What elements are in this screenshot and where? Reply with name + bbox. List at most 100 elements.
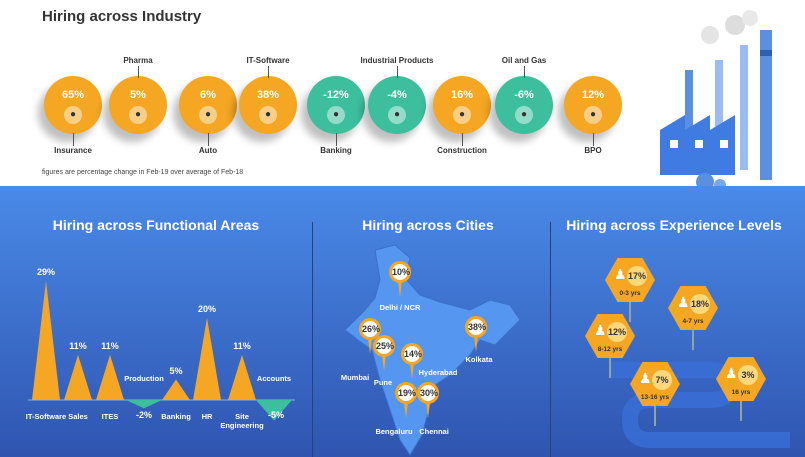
industry-item: 65% ● [32, 62, 114, 144]
bar-site-engineering [228, 354, 256, 400]
functional-chart [28, 281, 295, 421]
factory-illustration [660, 10, 772, 186]
experience-level: 16 yrs [731, 389, 751, 396]
industry-item: 5% ● [109, 76, 167, 134]
label-connector [208, 133, 209, 146]
person-icon: ♟ [614, 266, 627, 282]
hex-pole [629, 302, 631, 322]
industry-value: 5% [130, 89, 146, 101]
industry-item: -4% ● [368, 76, 426, 134]
industry-item: -12% ● [295, 62, 377, 144]
industry-item: -6% ● [495, 76, 553, 134]
label-connector [462, 133, 463, 146]
bar-value-label: 11% [101, 340, 119, 351]
bar-hr [193, 318, 221, 400]
umbrella-family-icon: ● [64, 106, 82, 124]
city-name: Hyderabad [418, 368, 458, 377]
bar-accounts [256, 400, 292, 421]
industry-value: 65% [61, 89, 85, 101]
city-pin[interactable]: 25% [373, 335, 395, 371]
industry-label: Pharma [123, 56, 153, 65]
label-connector [268, 66, 269, 78]
label-connector [73, 133, 74, 146]
bar-category-label: Sales [68, 412, 88, 421]
decorative-arc [421, 62, 503, 144]
city-name: Pune [373, 378, 393, 387]
bar-category-label: Production [124, 374, 164, 383]
bar-category-label: Accounts [256, 374, 292, 383]
bar-banking [162, 379, 190, 400]
city-pin[interactable]: 26% [359, 318, 381, 354]
industry-label: Auto [198, 146, 218, 155]
industry-label: Banking [320, 146, 352, 155]
bar-category-label: ITES [101, 412, 119, 421]
bar-value-label: 20% [197, 304, 217, 314]
computer-icon: ● [259, 106, 277, 124]
industry-label: IT-Software [246, 56, 290, 65]
bar-value-label: -2% [135, 410, 153, 420]
experience-value: 17% [627, 266, 647, 286]
industry-value: 38% [256, 89, 280, 101]
divider [312, 222, 313, 457]
industry-label: Industrial Products [360, 56, 434, 65]
money-bag-icon: ● [327, 106, 345, 124]
bar-category-label: Site Engineering [220, 412, 264, 430]
experience-value: 7% [652, 370, 672, 390]
hex-pole [692, 330, 694, 350]
industry-label: Oil and Gas [501, 56, 547, 65]
person-icon: ♟ [725, 365, 738, 381]
city-pin[interactable]: 14% [401, 343, 423, 379]
label-connector [593, 133, 594, 146]
city-pin[interactable]: 30% [417, 382, 439, 418]
industry-item: 12% ● [552, 62, 634, 144]
city-pin[interactable]: 10% [389, 261, 411, 297]
bar-it-software [32, 281, 60, 400]
label-connector [524, 66, 525, 78]
india-map [344, 244, 521, 456]
city-name: Delhi / NCR [379, 303, 421, 312]
bar-value-label: 29% [36, 267, 56, 278]
hex-pole [609, 358, 611, 378]
bar-category-label: IT-Software [25, 412, 67, 421]
industry-note: figures are percentage change in Feb-19 … [42, 169, 244, 176]
decorative-arc [295, 62, 377, 144]
experience-value: 18% [690, 294, 710, 314]
bar-value-label: 11% [69, 340, 87, 351]
decorative-arc [167, 62, 249, 144]
industry-value: -12% [323, 89, 349, 101]
hex-pole [654, 406, 656, 426]
bar-value-label: -5% [267, 410, 285, 420]
gear-icon: ● [388, 106, 406, 124]
person-icon: ♟ [677, 294, 690, 310]
label-connector [397, 66, 398, 78]
decorative-arc [552, 62, 634, 144]
experience-value: 12% [607, 322, 627, 342]
label-connector [336, 133, 337, 146]
barrel-icon: ● [515, 106, 533, 124]
industry-section: Hiring across Industry 65% ● Insurance 5% ● P… [0, 0, 805, 186]
city-name: Kolkata [465, 355, 493, 364]
city-name: Mumbai [340, 373, 370, 382]
experience-level: 8-12 yrs [597, 346, 623, 353]
experience-level: 13-16 yrs [640, 394, 670, 401]
industry-value: 16% [450, 89, 474, 101]
city-name: Chennai [419, 427, 449, 436]
city-pin[interactable]: 38% [465, 316, 487, 352]
person-icon: ♟ [594, 322, 607, 338]
car-icon: ● [199, 106, 217, 124]
bar-value-label: 5% [169, 365, 183, 376]
headset-icon: ● [584, 106, 602, 124]
city-pin[interactable]: 19% [395, 382, 417, 418]
label-connector [138, 66, 139, 78]
industry-title: Hiring across Industry [42, 8, 202, 25]
wheelbarrow-icon: ● [453, 106, 471, 124]
industry-value: 6% [200, 89, 216, 101]
cities-title: Hiring across Cities [362, 217, 494, 233]
bar-ites [96, 354, 124, 400]
divider [550, 222, 551, 457]
industry-value: 12% [581, 89, 605, 101]
decorative-arc [32, 62, 114, 144]
city-name: Bengaluru [375, 427, 413, 436]
bar-production [126, 400, 162, 409]
experience-level: 0-3 yrs [619, 290, 641, 297]
